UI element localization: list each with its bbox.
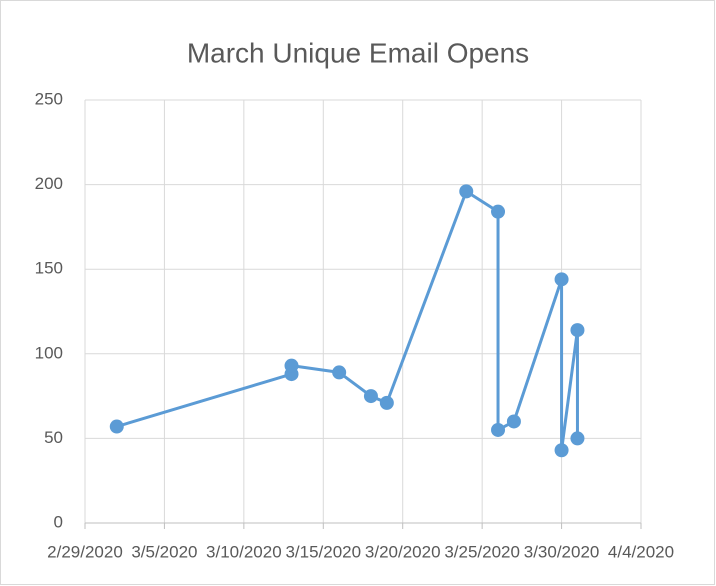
x-tick-label: 3/25/2020: [444, 542, 520, 561]
data-point: [332, 365, 347, 380]
x-tick-label: 3/5/2020: [131, 542, 197, 561]
data-point: [570, 323, 585, 338]
series-line: [116, 189, 579, 452]
x-tick-label: 3/30/2020: [524, 542, 600, 561]
data-point: [491, 422, 506, 437]
data-point: [363, 389, 378, 404]
data-point: [379, 395, 394, 410]
data-point: [491, 204, 506, 219]
y-tick-label: 0: [54, 512, 63, 531]
x-tick-label: 3/10/2020: [206, 542, 282, 561]
x-tick-label: 3/15/2020: [285, 542, 361, 561]
data-point: [459, 184, 474, 199]
data-point: [554, 272, 569, 287]
x-tick-label: 4/4/2020: [608, 542, 674, 561]
y-tick-label: 250: [35, 89, 63, 108]
data-point: [554, 443, 569, 458]
y-tick-label: 200: [35, 174, 63, 193]
y-tick-label: 100: [35, 343, 63, 362]
x-tick-label: 3/20/2020: [365, 542, 441, 561]
data-point: [506, 414, 521, 429]
y-tick-label: 50: [44, 428, 63, 447]
y-tick-label: 150: [35, 259, 63, 278]
chart-title: March Unique Email Opens: [187, 37, 529, 68]
x-tick-label: 2/29/2020: [47, 542, 123, 561]
data-point: [284, 358, 299, 373]
data-point: [109, 419, 124, 434]
data-point: [570, 431, 585, 446]
